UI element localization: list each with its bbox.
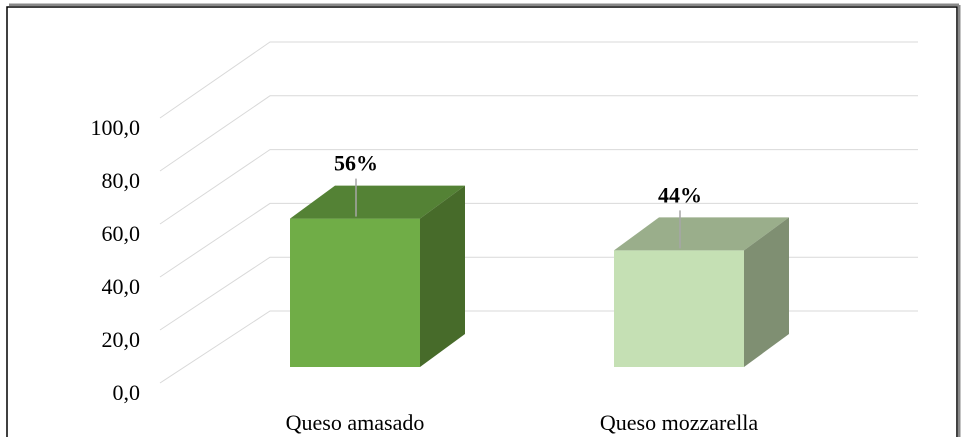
bar-side — [744, 217, 789, 367]
grid-line — [159, 202, 918, 278]
chart-frame — [6, 6, 958, 442]
bar-top — [614, 217, 789, 251]
data-label: 44% — [658, 182, 702, 207]
y-tick-label: 0,0 — [113, 380, 141, 405]
bar-top — [290, 185, 465, 219]
grid-line — [159, 41, 918, 119]
data-label: 56% — [334, 151, 378, 176]
bar-front — [290, 218, 420, 367]
y-tick-label: 40,0 — [102, 274, 141, 299]
x-tick-label: Queso amasado — [286, 410, 425, 435]
bar-side — [420, 185, 465, 367]
grid-line — [159, 95, 918, 172]
x-tick-label: Queso mozzarella — [600, 410, 758, 435]
grid-line — [159, 149, 918, 225]
y-tick-label: 100,0 — [91, 115, 141, 140]
bar-front — [614, 250, 744, 367]
y-tick-label: 80,0 — [102, 168, 141, 193]
y-tick-label: 60,0 — [102, 221, 141, 246]
y-tick-label: 20,0 — [102, 327, 141, 352]
